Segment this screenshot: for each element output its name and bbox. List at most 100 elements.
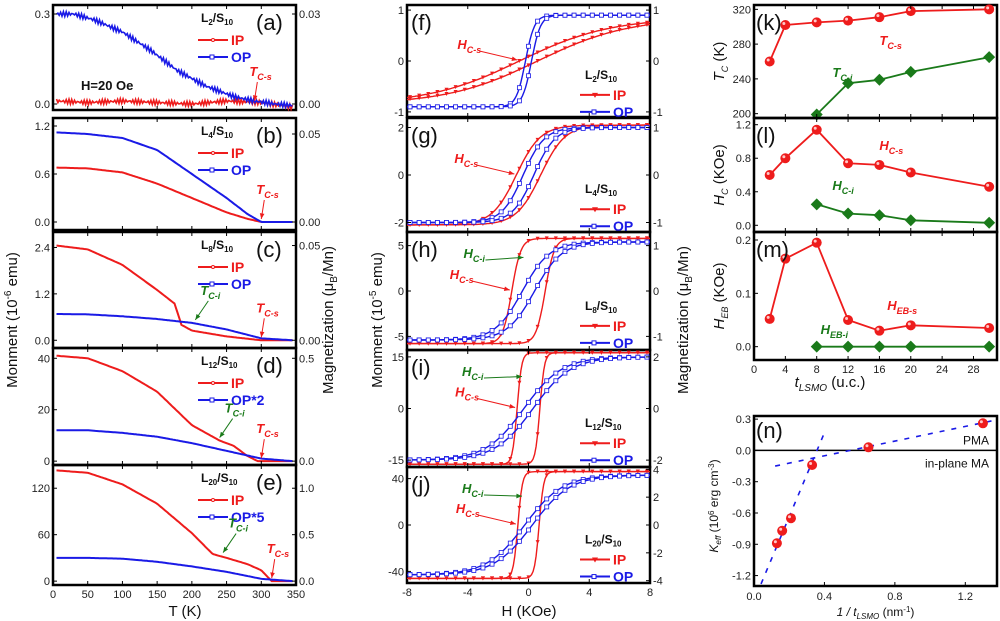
data-marker-ip [517, 166, 522, 171]
data-marker-op [635, 354, 641, 360]
x-tick-label: 50 [82, 589, 94, 601]
data-marker-op [599, 475, 604, 481]
data-marker-ip [417, 462, 422, 467]
legend-label-op: OP [613, 569, 633, 585]
series-line-ip [56, 166, 293, 223]
x-tick-label: 0.8 [887, 591, 902, 603]
data-marker-ip [562, 39, 567, 44]
data-marker-ip [544, 280, 549, 285]
data-marker-ip [599, 469, 604, 474]
data-marker-op [462, 569, 468, 575]
data-point-highlight [865, 444, 869, 448]
data-marker-op [434, 457, 440, 462]
data-marker-op [553, 370, 559, 376]
data-marker-ip [562, 469, 567, 474]
legend-marker [591, 574, 597, 580]
data-marker-ip [444, 341, 449, 346]
sample-label: L8/S10 [201, 238, 234, 254]
data-marker-op [507, 548, 513, 554]
data-marker-op [516, 538, 522, 544]
data-marker-op [644, 239, 650, 245]
series-label-h_c-i: HC-i [832, 178, 854, 196]
data-marker-op [425, 104, 431, 110]
data-marker-op [416, 457, 422, 463]
hcs-arrow-head [503, 286, 510, 291]
data-marker-op [425, 220, 431, 225]
data-marker-ip [526, 339, 531, 344]
data-marker-op [553, 135, 559, 141]
data-marker-ip [599, 236, 604, 241]
panel-label: (a) [256, 10, 283, 35]
data-marker-ip [526, 470, 531, 475]
data-marker-ip [626, 236, 631, 241]
data-marker-op [507, 198, 513, 204]
y-tick-label-right: 0.00 [299, 99, 320, 111]
tcs-arrow-head [259, 452, 265, 459]
data-marker-ip [553, 50, 558, 55]
data-marker-op [507, 423, 513, 429]
data-marker-ip [526, 149, 531, 154]
data-marker-ip [617, 24, 622, 29]
data-point-highlight [813, 19, 817, 23]
sample-label: L12/S10 [585, 416, 622, 432]
series-line-opx5 [56, 556, 293, 583]
data-marker-ip [499, 67, 504, 72]
data-marker-ip [517, 67, 522, 72]
data-marker-op [571, 127, 577, 133]
data-marker-ip [599, 28, 604, 33]
data-marker-op [626, 239, 632, 245]
data-point-circle [843, 158, 854, 169]
data-marker-ip [608, 236, 613, 241]
data-marker-ip [553, 236, 558, 241]
data-marker-ip [544, 54, 549, 59]
data-point-diamond [904, 65, 917, 78]
data-marker-ip [544, 356, 549, 361]
data-marker-ip [417, 341, 422, 346]
data-marker-op [635, 239, 641, 245]
ylabel-m: HEB (KOe) [711, 262, 730, 329]
data-marker-ip [572, 236, 577, 241]
y-tick-label-right: 0 [653, 170, 659, 182]
data-marker-ip [553, 350, 558, 355]
data-marker-ip [471, 462, 476, 467]
y-tick-label: -2 [394, 218, 404, 230]
panel-label: (h) [411, 237, 438, 262]
data-marker-op [507, 309, 513, 314]
data-marker-op [571, 482, 577, 488]
data-marker-ip [608, 350, 613, 355]
data-marker-ip [526, 63, 531, 68]
data-marker-op [516, 313, 522, 319]
hcs-label: HC-s [454, 151, 478, 169]
y-tick-label: 0.0 [35, 99, 50, 111]
col2-ylabel-right: Magnetization (μB/Mn) [675, 246, 695, 394]
hcs-arrow [477, 514, 516, 525]
fit-line-1 [760, 432, 826, 585]
data-marker-ip [426, 95, 431, 100]
data-marker-op [535, 144, 541, 150]
data-point-highlight [766, 172, 770, 175]
data-marker-op [489, 561, 495, 567]
y-tick-label-right: -4 [653, 576, 663, 588]
data-marker-ip [508, 576, 513, 581]
y-tick-label-right: 0 [653, 404, 659, 416]
data-marker-ip [517, 380, 522, 385]
legend-marker [211, 498, 215, 502]
hci-label: HC-i [462, 481, 484, 499]
y-tick-label: 2.4 [35, 242, 50, 254]
panel-l: HC-s HC-i 0.0 0.4 0.8 1.2 (l) HC (KOe) [711, 116, 999, 234]
y-tick-label-right: 0.00 [299, 217, 320, 229]
data-marker-ip [535, 137, 540, 142]
data-marker-ip [562, 237, 567, 242]
data-marker-ip [444, 462, 449, 467]
y-tick-label: 0.0 [736, 220, 751, 232]
data-marker-op [635, 125, 641, 130]
data-marker-op [444, 220, 449, 225]
data-marker-ip [517, 576, 522, 581]
series-label-t_c-i: TC-i [832, 65, 852, 83]
plot-frame [51, 3, 298, 112]
data-marker-ip [608, 26, 613, 31]
data-marker-op [535, 388, 541, 394]
xlabel-n: 1 / tLSMO (nm-1) [837, 605, 915, 621]
y-tick-label: 280 [733, 39, 751, 51]
y-tick-label-right: 2 [653, 492, 659, 504]
